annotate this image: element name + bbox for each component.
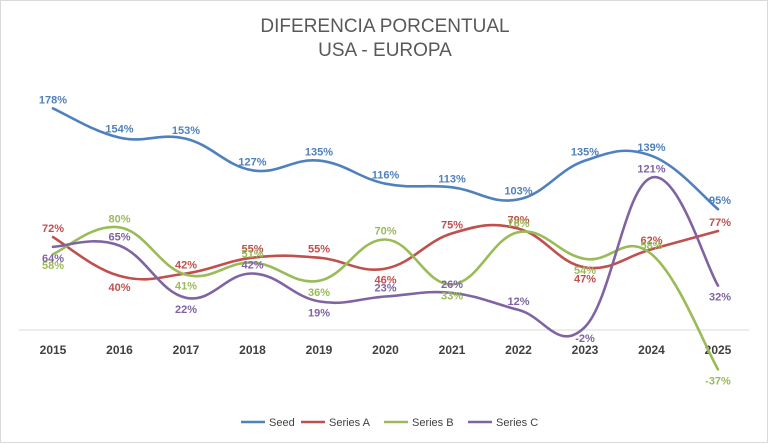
- data-label: 65%: [108, 232, 130, 244]
- data-label: 33%: [441, 290, 463, 302]
- data-labels: 178% 154% 153% 127% 135% 116% 113% 103% 135% 139%…: [39, 94, 731, 387]
- x-tick-label: 2015: [40, 343, 67, 357]
- data-label: 54%: [574, 265, 596, 277]
- x-tick-label: 2019: [306, 343, 333, 357]
- data-label: -2%: [575, 333, 595, 345]
- legend-label: Series B: [412, 417, 454, 429]
- legend: Seed Series A Series B Series C: [241, 417, 538, 429]
- series-layer: [51, 107, 720, 371]
- x-tick-label: 2024: [638, 343, 665, 357]
- data-label: 55%: [308, 244, 330, 256]
- x-axis: 2015 2016 2017 2018 2019 2020 2021 2022 2023 2024…: [19, 329, 749, 357]
- data-label: 135%: [305, 147, 333, 159]
- x-tick-label: 2016: [106, 343, 133, 357]
- data-label: 103%: [504, 185, 532, 197]
- x-tick-label: 2017: [173, 343, 200, 357]
- x-tick-label: 2022: [505, 343, 532, 357]
- data-label: 76%: [507, 218, 529, 230]
- data-label: 139%: [637, 142, 665, 154]
- x-tick-label: 2025: [705, 343, 732, 357]
- data-label: 77%: [709, 217, 731, 229]
- data-label: 58%: [640, 240, 662, 252]
- x-tick-label: 2018: [239, 343, 266, 357]
- data-label: 42%: [175, 259, 197, 271]
- data-label: 95%: [709, 195, 731, 207]
- data-label: 55%: [241, 244, 263, 256]
- data-label: 47%: [574, 273, 596, 285]
- data-label: 12%: [507, 296, 529, 308]
- data-label: 22%: [175, 304, 197, 316]
- data-label: 72%: [42, 223, 64, 235]
- data-label: 121%: [637, 164, 665, 176]
- data-label: 79%: [507, 215, 529, 227]
- series-line-seed: [51, 107, 720, 211]
- data-label: 62%: [640, 235, 662, 247]
- data-label: 178%: [39, 94, 67, 106]
- data-label: -37%: [705, 375, 731, 387]
- data-label: 116%: [372, 170, 400, 182]
- series-line-series-c: [51, 176, 720, 338]
- data-label: 23%: [374, 283, 396, 295]
- x-tick-label: 2021: [439, 343, 466, 357]
- legend-label: Series A: [329, 417, 371, 429]
- data-label: 41%: [175, 281, 197, 293]
- legend-label: Series C: [496, 417, 538, 429]
- x-tick-label: 2023: [572, 343, 599, 357]
- data-label: 58%: [42, 260, 64, 272]
- data-label: 42%: [241, 259, 263, 271]
- data-label: 36%: [308, 287, 330, 299]
- data-label: 40%: [108, 282, 130, 294]
- data-label: 154%: [105, 124, 133, 136]
- data-label: 64%: [42, 253, 64, 265]
- legend-label: Seed: [269, 417, 295, 429]
- data-label: 153%: [172, 125, 200, 137]
- data-label: 32%: [709, 292, 731, 304]
- data-label: 70%: [374, 226, 396, 238]
- x-tick-label: 2020: [372, 343, 399, 357]
- data-label: 80%: [108, 213, 130, 225]
- data-label: 135%: [571, 147, 599, 159]
- series-line-series-a: [51, 223, 720, 281]
- data-label: 75%: [441, 219, 463, 231]
- data-label: 127%: [238, 156, 266, 168]
- data-label: 46%: [374, 275, 396, 287]
- data-label: 51%: [241, 249, 263, 261]
- data-label: 113%: [438, 173, 466, 185]
- chart-title: DIFERENCIA PORCENTUAL: [260, 16, 509, 37]
- data-label: 19%: [308, 307, 330, 319]
- data-label: 26%: [441, 279, 463, 291]
- chart-subtitle: USA - EUROPA: [318, 40, 452, 61]
